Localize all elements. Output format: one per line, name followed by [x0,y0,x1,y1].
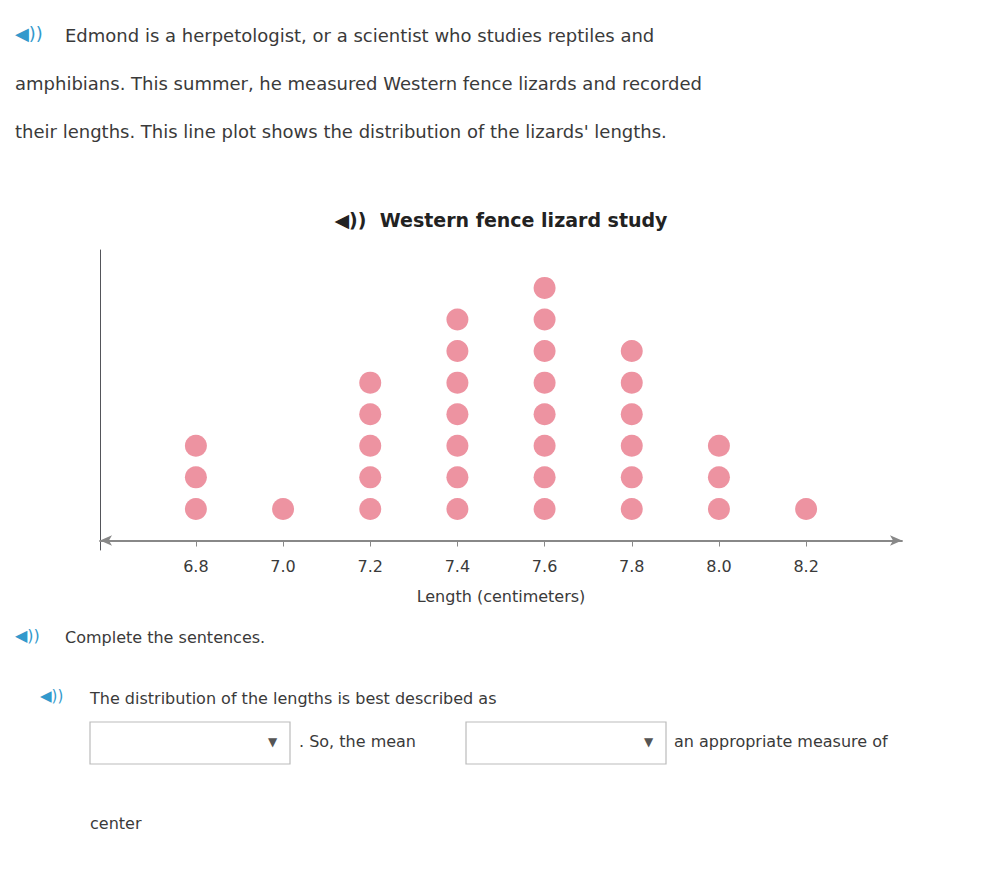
svg-text:an appropriate measure of: an appropriate measure of [674,732,888,751]
svg-text:6.8: 6.8 [183,557,208,576]
svg-text:▼: ▼ [268,735,278,749]
svg-text:8.2: 8.2 [793,557,818,576]
svg-text:▼: ▼ [644,735,654,749]
svg-text:. So, the mean: . So, the mean [299,732,416,751]
svg-text:Complete the sentences.: Complete the sentences. [65,628,265,647]
svg-text:◀)): ◀)) [15,23,43,44]
svg-text:7.4: 7.4 [445,557,470,576]
svg-text:amphibians. This summer, he me: amphibians. This summer, he measured Wes… [15,73,702,94]
svg-text:◀)): ◀)) [15,626,40,645]
svg-text:◀)) Western fence lizard stud: ◀)) Western fence lizard study [334,209,668,231]
svg-text:The distribution of the length: The distribution of the lengths is best … [89,689,496,708]
svg-text:7.0: 7.0 [270,557,295,576]
svg-text:7.6: 7.6 [532,557,557,576]
svg-text:Edmond is a herpetologist, or: Edmond is a herpetologist, or a scientis… [65,25,654,46]
svg-text:7.8: 7.8 [619,557,644,576]
svg-text:◀)): ◀)) [40,687,63,705]
svg-text:7.2: 7.2 [358,557,383,576]
svg-text:8.0: 8.0 [706,557,731,576]
svg-text:Length (centimeters): Length (centimeters) [417,587,586,606]
svg-text:center: center [90,814,142,833]
svg-text:their lengths. This line plot: their lengths. This line plot shows the … [15,121,667,142]
